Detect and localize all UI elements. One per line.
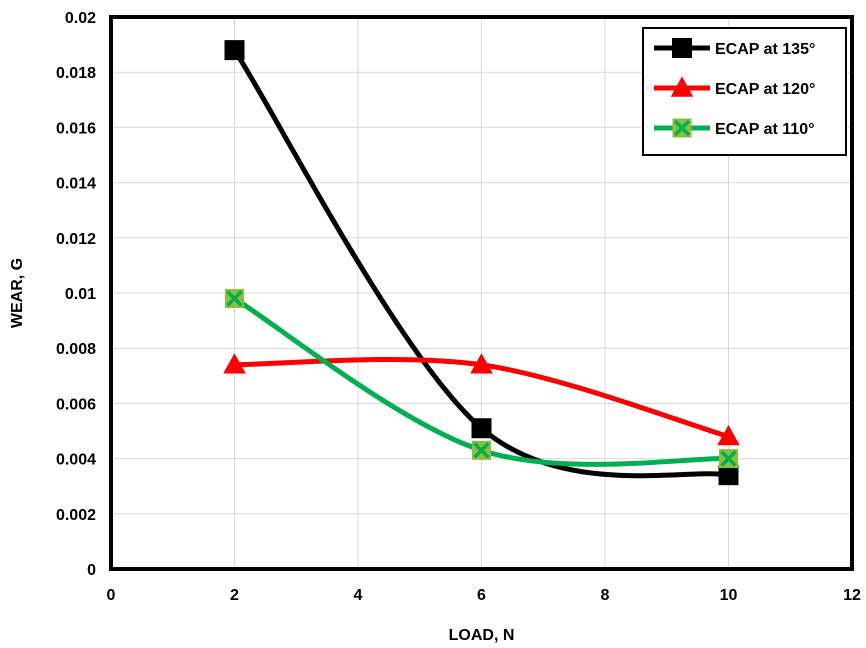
series-1-point-0 (223, 353, 246, 374)
y-axis-title: WEAR, G (9, 258, 26, 328)
y-tick-label: 0.008 (56, 341, 96, 358)
legend-label: ECAP at 135° (715, 41, 815, 58)
series-0-point-1 (471, 418, 492, 439)
legend-marker-2 (672, 118, 692, 138)
legend-marker-0 (672, 38, 692, 58)
x-tick-label: 8 (601, 587, 610, 604)
series-2-point-2 (719, 449, 738, 469)
legend: ECAP at 135° ECAP at 120° ECAP at 110° (642, 27, 847, 156)
y-tick-label: 0.016 (56, 120, 96, 137)
series-0-point-2 (718, 465, 739, 486)
x-tick-label: 6 (477, 587, 486, 604)
x-axis-title: LOAD, N (449, 627, 515, 644)
y-tick-label: 0.014 (56, 176, 96, 193)
y-tick-label: 0.01 (65, 286, 96, 303)
x-tick-label: 2 (230, 587, 239, 604)
y-tick-label: 0 (87, 562, 96, 579)
y-tick-label: 0.018 (56, 65, 96, 82)
series-1-point-1 (470, 353, 493, 374)
y-tick-label: 0.006 (56, 396, 96, 413)
series-2-point-1 (472, 440, 491, 460)
y-tick-label: 0.004 (56, 452, 96, 469)
series-2-point-0 (225, 289, 244, 309)
legend-label: ECAP at 110° (715, 121, 815, 138)
legend-marker-1 (670, 76, 694, 97)
series-1-point-2 (717, 424, 740, 446)
series-markers (223, 40, 740, 486)
y-axis-ticks: 0 0.002 0.004 0.006 0.008 0.01 0.012 0.014 0.016… (56, 10, 96, 579)
x-axis-ticks: 0 2 4 6 8 10 12 (107, 587, 861, 604)
x-tick-label: 0 (107, 587, 116, 604)
y-tick-label: 0.012 (56, 231, 96, 248)
x-tick-label: 10 (720, 587, 738, 604)
plot-area-frame (109, 15, 854, 571)
x-tick-label: 4 (354, 587, 363, 604)
x-tick-label: 12 (843, 587, 861, 604)
y-tick-label: 0.02 (65, 10, 96, 27)
y-tick-label: 0.002 (56, 507, 96, 524)
series-line-0 (232, 47, 731, 479)
series-0-point-0 (224, 40, 245, 61)
legend-label: ECAP at 120° (715, 81, 815, 98)
